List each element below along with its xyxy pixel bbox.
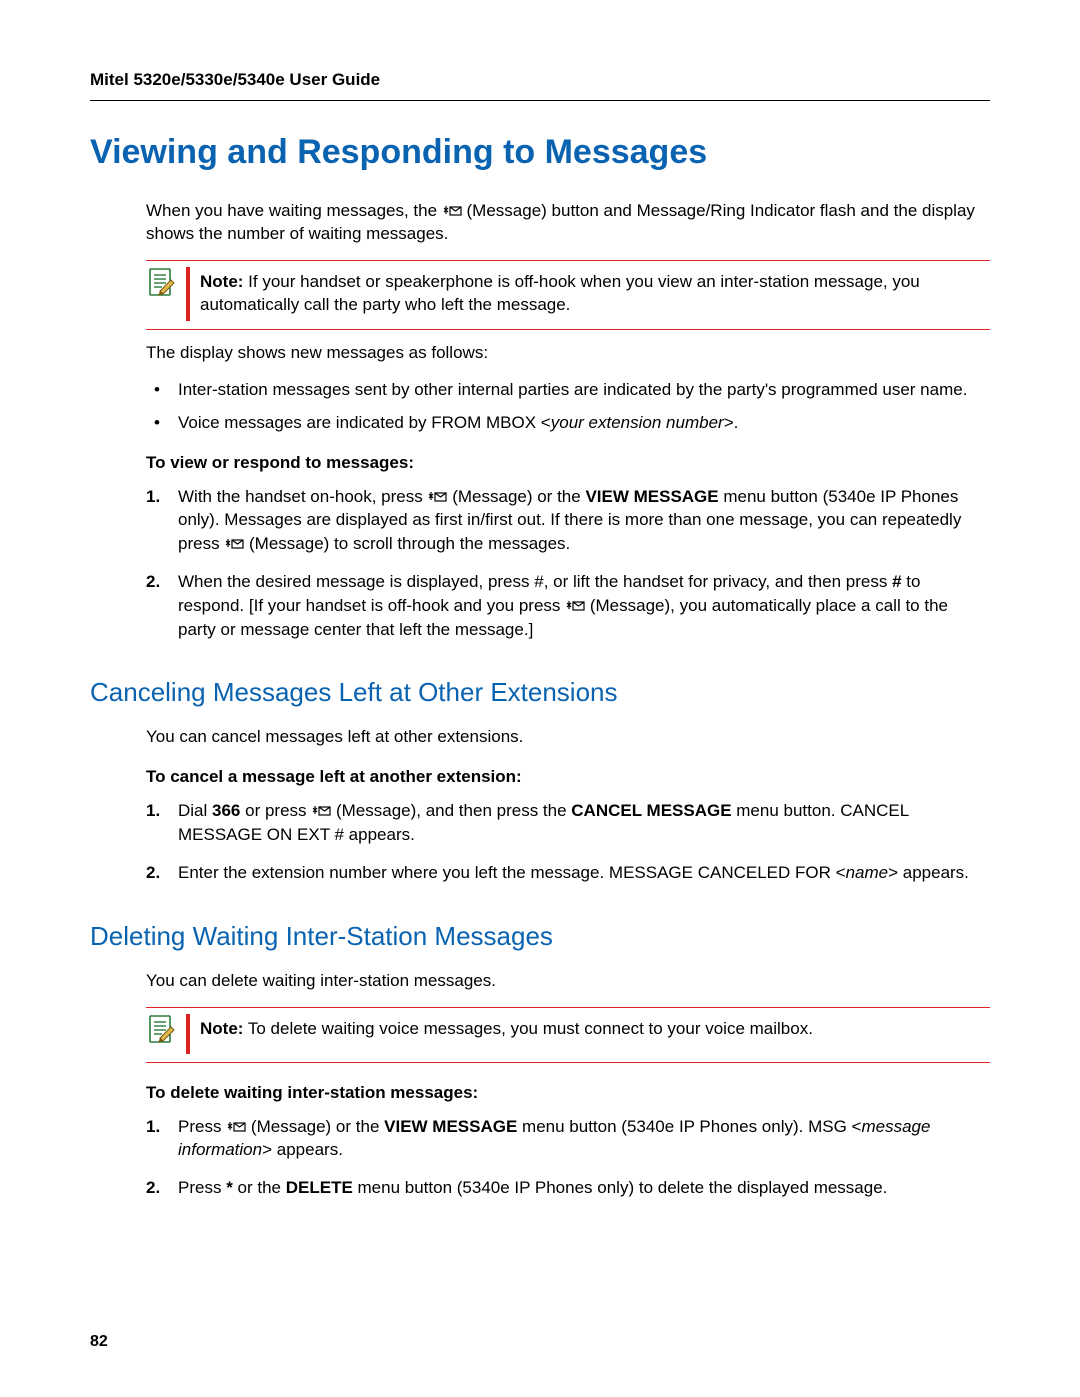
step-text: > appears. xyxy=(888,863,969,882)
step-bold: * xyxy=(226,1178,233,1197)
step-text: With the handset on-hook, press xyxy=(178,487,427,506)
list-item: Enter the extension number where you lef… xyxy=(146,861,990,885)
message-icon xyxy=(311,801,331,815)
list-item: Press (Message) or the VIEW MESSAGE menu… xyxy=(146,1115,990,1163)
bullet-text: Voice messages are indicated by FROM MBO… xyxy=(178,413,551,432)
message-icon xyxy=(565,596,585,610)
step-text: or the xyxy=(233,1178,286,1197)
list-item: Press * or the DELETE menu button (5340e… xyxy=(146,1176,990,1200)
note-divider-top xyxy=(146,260,990,261)
step-text: (Message), and then press the xyxy=(331,801,571,820)
note-label: Note: xyxy=(200,1019,243,1038)
step-text: (Message) to scroll through the messages… xyxy=(244,534,570,553)
note-icon xyxy=(146,267,176,299)
view-steps: With the handset on-hook, press (Message… xyxy=(146,485,990,642)
running-header: Mitel 5320e/5330e/5340e User Guide xyxy=(90,70,990,101)
step-bold: DELETE xyxy=(286,1178,353,1197)
list-item: Dial 366 or press (Message), and then pr… xyxy=(146,799,990,847)
note-body: If your handset or speakerphone is off-h… xyxy=(200,272,920,314)
delete-intro: You can delete waiting inter-station mes… xyxy=(146,970,990,993)
note-text: Note: If your handset or speakerphone is… xyxy=(200,267,990,321)
list-item: With the handset on-hook, press (Message… xyxy=(146,485,990,556)
note-text: Note: To delete waiting voice messages, … xyxy=(200,1014,813,1045)
procedure-subhead: To cancel a message left at another exte… xyxy=(146,767,990,787)
page-number: 82 xyxy=(90,1333,108,1351)
step-text: Press xyxy=(178,1117,226,1136)
step-text: or press xyxy=(240,801,311,820)
message-icon xyxy=(224,534,244,548)
note-icon xyxy=(146,1014,176,1046)
step-text: When the desired message is displayed, p… xyxy=(178,572,892,591)
display-line: The display shows new messages as follow… xyxy=(146,342,990,365)
document-page: Mitel 5320e/5330e/5340e User Guide Viewi… xyxy=(0,0,1080,1397)
step-text: (Message) or the xyxy=(447,487,585,506)
section-viewing: When you have waiting messages, the (Mes… xyxy=(146,200,990,641)
step-var: name xyxy=(846,863,889,882)
note-divider-bottom xyxy=(146,1062,990,1063)
note-bar xyxy=(186,1014,190,1054)
display-bullets: Inter-station messages sent by other int… xyxy=(146,379,990,435)
section-title-h2: Canceling Messages Left at Other Extensi… xyxy=(90,677,990,708)
note-box: Note: To delete waiting voice messages, … xyxy=(146,1014,990,1054)
step-text: (Message) or the xyxy=(246,1117,384,1136)
list-item: Inter-station messages sent by other int… xyxy=(146,379,990,402)
note-box: Note: If your handset or speakerphone is… xyxy=(146,267,990,321)
step-text: menu button (5340e IP Phones only). MSG … xyxy=(517,1117,861,1136)
step-bold: CANCEL MESSAGE xyxy=(571,801,731,820)
message-icon xyxy=(427,487,447,501)
note-label: Note: xyxy=(200,272,243,291)
note-divider-bottom xyxy=(146,329,990,330)
message-icon xyxy=(226,1117,246,1131)
step-bold: VIEW MESSAGE xyxy=(384,1117,517,1136)
bullet-text: >. xyxy=(724,413,739,432)
message-icon xyxy=(442,202,462,216)
step-text: Press xyxy=(178,1178,226,1197)
delete-steps: Press (Message) or the VIEW MESSAGE menu… xyxy=(146,1115,990,1200)
procedure-subhead: To delete waiting inter-station messages… xyxy=(146,1083,990,1103)
intro-paragraph: When you have waiting messages, the (Mes… xyxy=(146,200,990,246)
step-text: Dial xyxy=(178,801,212,820)
section-title-h2: Deleting Waiting Inter-Station Messages xyxy=(90,921,990,952)
page-title-h1: Viewing and Responding to Messages xyxy=(90,133,990,172)
section-canceling: You can cancel messages left at other ex… xyxy=(146,726,990,884)
list-item: Voice messages are indicated by FROM MBO… xyxy=(146,412,990,435)
bullet-var: your extension number xyxy=(551,413,724,432)
list-item: When the desired message is displayed, p… xyxy=(146,570,990,641)
step-text: menu button (5340e IP Phones only) to de… xyxy=(353,1178,888,1197)
step-text: > appears. xyxy=(262,1140,343,1159)
note-body: To delete waiting voice messages, you mu… xyxy=(243,1019,812,1038)
note-divider-top xyxy=(146,1007,990,1008)
section-deleting: You can delete waiting inter-station mes… xyxy=(146,970,990,1200)
step-bold: 366 xyxy=(212,801,240,820)
step-bold: # xyxy=(892,572,901,591)
step-text: Enter the extension number where you lef… xyxy=(178,863,846,882)
cancel-intro: You can cancel messages left at other ex… xyxy=(146,726,990,749)
procedure-subhead: To view or respond to messages: xyxy=(146,453,990,473)
note-bar xyxy=(186,267,190,321)
cancel-steps: Dial 366 or press (Message), and then pr… xyxy=(146,799,990,884)
step-bold: VIEW MESSAGE xyxy=(585,487,718,506)
